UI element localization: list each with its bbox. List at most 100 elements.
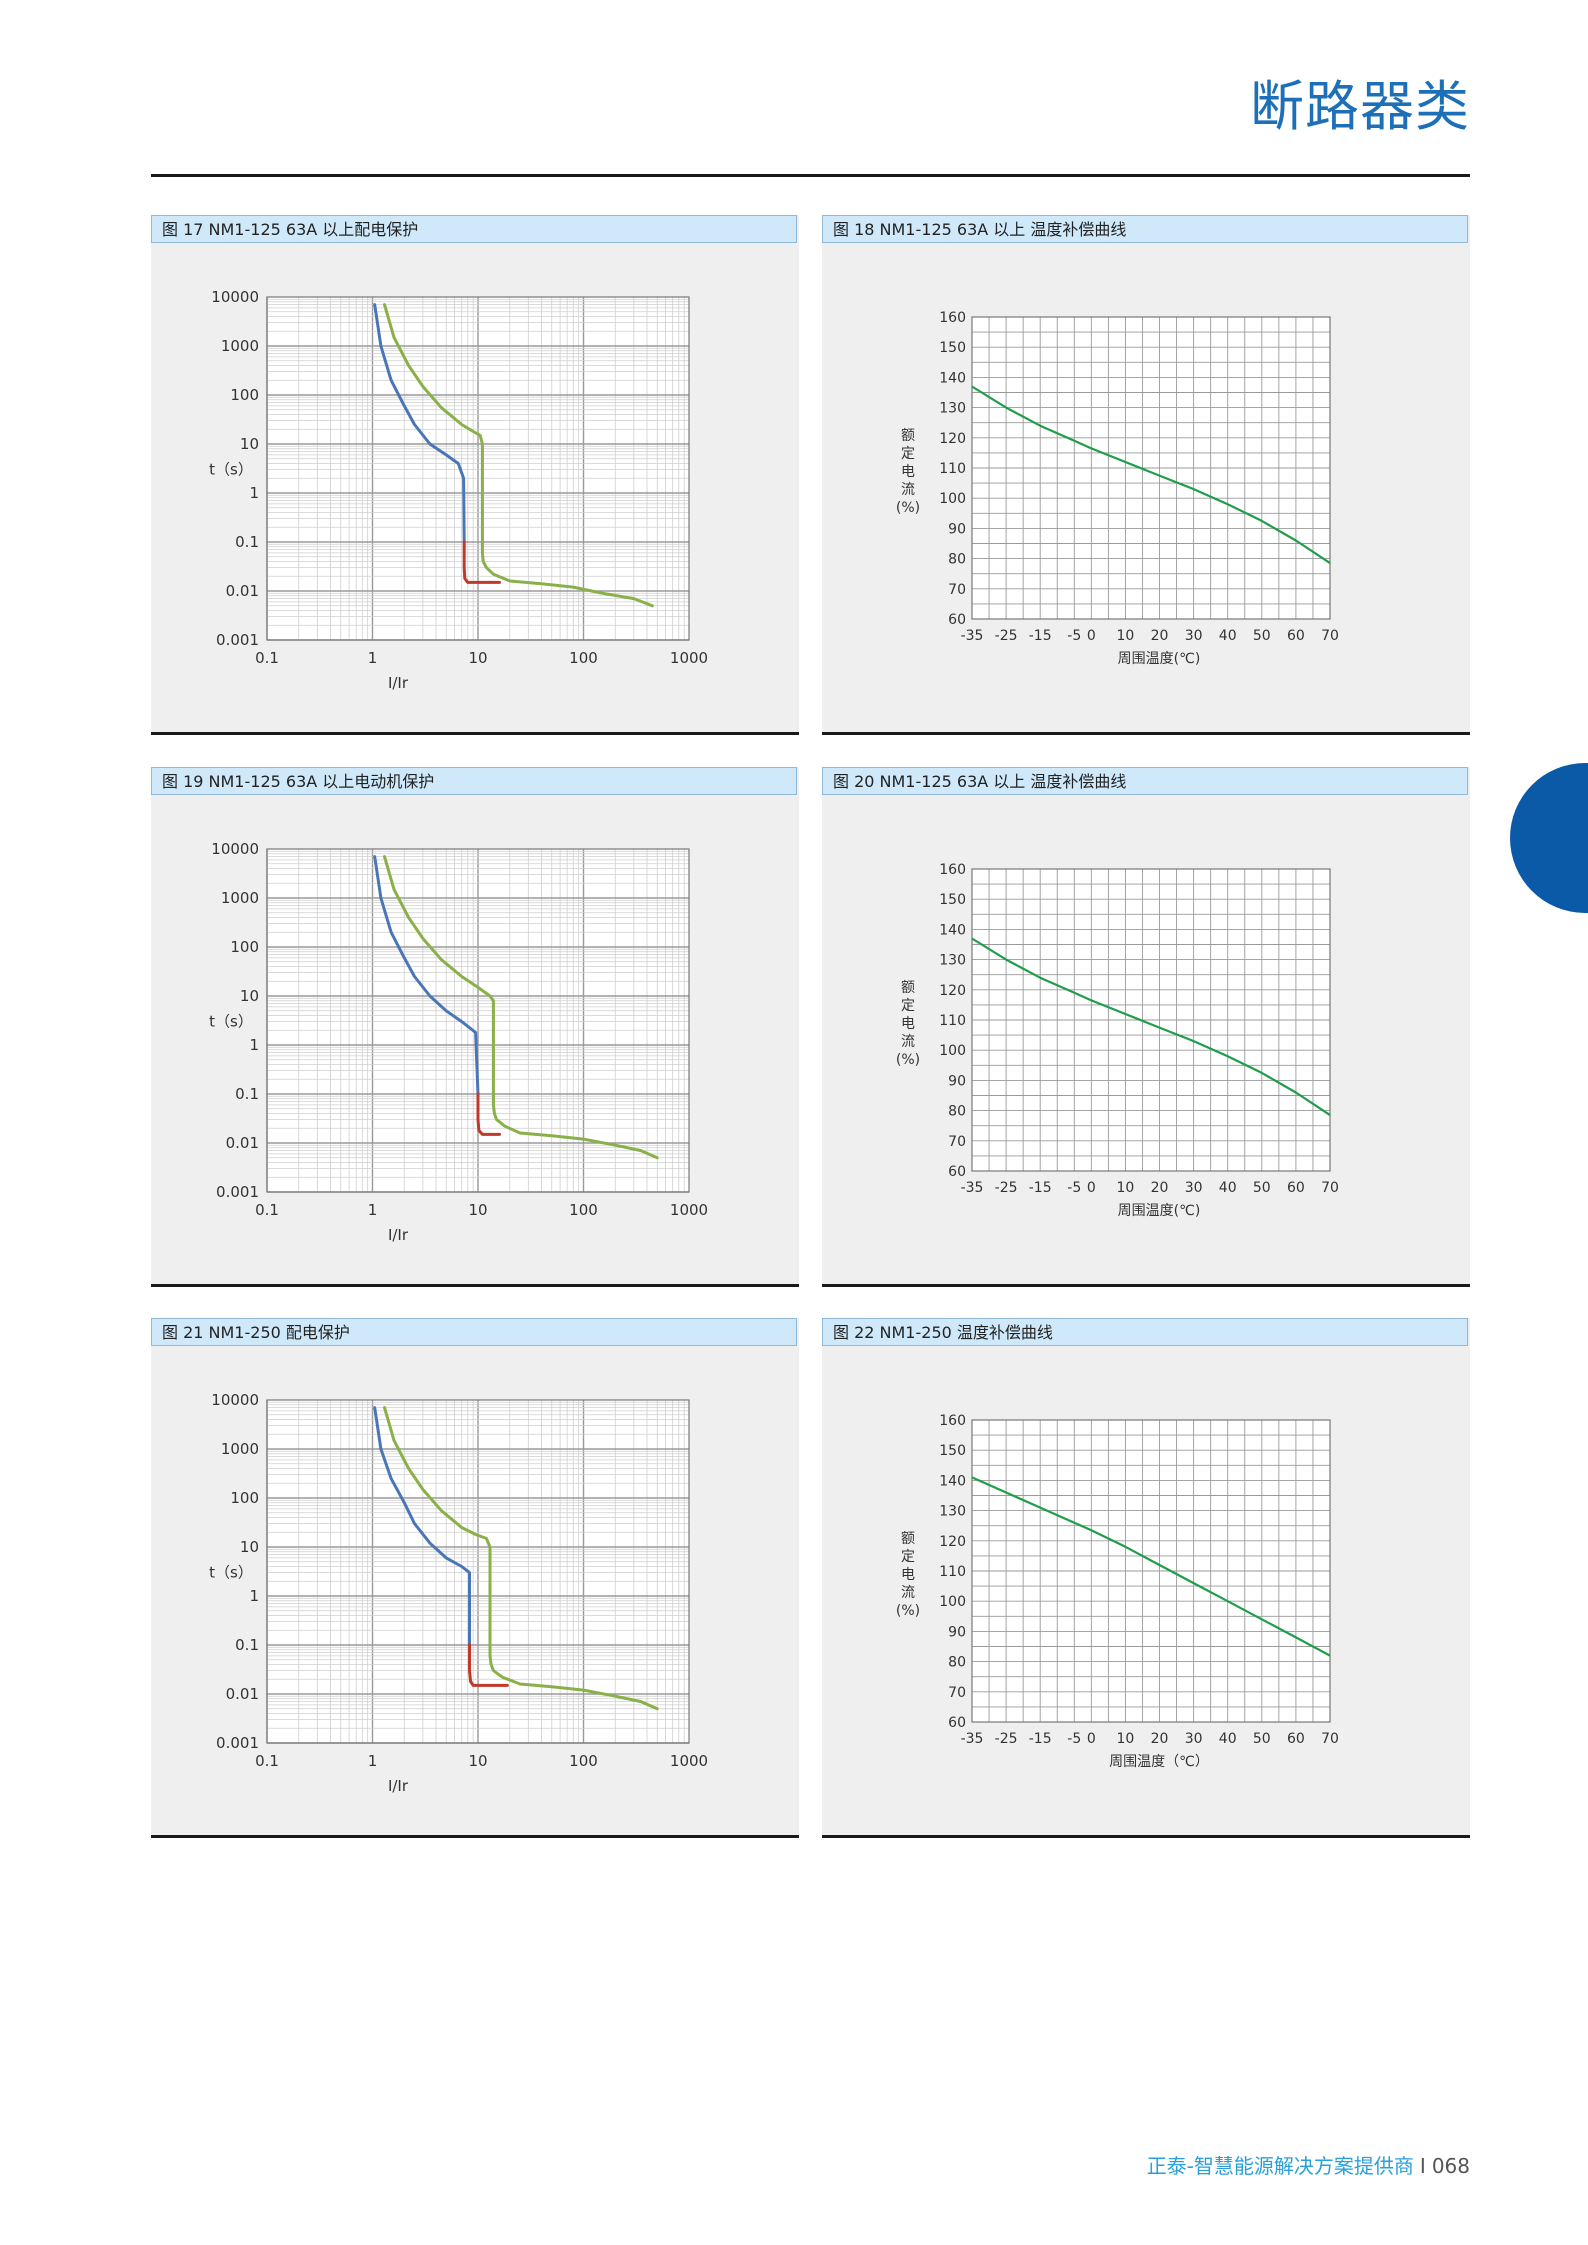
y-tick-label: 70 xyxy=(948,582,966,598)
x-tick-label: 40 xyxy=(1219,628,1237,644)
y-tick-label: 100 xyxy=(939,1594,966,1610)
curve-0 xyxy=(971,1476,1331,1657)
x-tick-label: -35 xyxy=(961,628,984,644)
y-tick-label: 100 xyxy=(939,1043,966,1059)
x-tick-label: 20 xyxy=(1151,1731,1169,1747)
y-tick-label: 0.001 xyxy=(216,631,259,649)
x-tick-label: 10 xyxy=(1117,628,1135,644)
y-tick-label: 0.001 xyxy=(216,1183,259,1201)
y-tick-label: 80 xyxy=(948,1104,966,1120)
chart-caption: 图 17 NM1-125 63A 以上配电保护 xyxy=(151,215,797,243)
x-tick-label: 30 xyxy=(1185,628,1203,644)
x-tick-label: 70 xyxy=(1321,1731,1339,1747)
x-tick-label: 30 xyxy=(1185,1180,1203,1196)
curve-0 xyxy=(971,937,1331,1117)
y-tick-label: 80 xyxy=(948,1655,966,1671)
y-tick-label: 0.01 xyxy=(226,582,259,600)
chart-panel-17: 图 17 NM1-125 63A 以上配电保护 0.1 1 10 100 1000 0.0… xyxy=(151,215,799,735)
chart-panel-21: 图 21 NM1-250 配电保护 0.1 1 10 100 1000 0.001 0.01… xyxy=(151,1318,799,1838)
x-tick-label: 20 xyxy=(1151,628,1169,644)
y-tick-label: 90 xyxy=(948,1073,966,1089)
chart-panel-22: 图 22 NM1-250 温度补偿曲线 -35 -25 -15 -5 0 10 20 30 40… xyxy=(822,1318,1470,1838)
chart-panel-20: 图 20 NM1-125 63A 以上 温度补偿曲线 -35 -25 -15 -5 0 1… xyxy=(822,767,1470,1287)
footer-tagline: 正泰-智慧能源解决方案提供商 xyxy=(1146,2154,1414,2178)
x-tick-label: 60 xyxy=(1287,1731,1305,1747)
x-tick-label: -5 xyxy=(1067,1731,1081,1747)
y-tick-label: 60 xyxy=(948,1715,966,1731)
y-tick-label: 100 xyxy=(230,1489,259,1507)
y-tick-label: 160 xyxy=(939,310,966,326)
y-tick-label: 100 xyxy=(230,938,259,956)
y-tick-label: 10000 xyxy=(211,1391,259,1409)
curve-0 xyxy=(373,303,466,544)
curve-1 xyxy=(468,1643,509,1687)
y-tick-label: 60 xyxy=(948,1164,966,1180)
x-tick-label: 50 xyxy=(1253,628,1271,644)
x-tick-label: 60 xyxy=(1287,1180,1305,1196)
chart-svg: 0.1 1 10 100 1000 0.001 0.01 0.1 1 10 100 1000 10000… xyxy=(209,1391,708,1795)
x-tick-label: 40 xyxy=(1219,1731,1237,1747)
panel-bottom-rule xyxy=(822,1284,1470,1287)
x-tick-label: -15 xyxy=(1029,1731,1052,1747)
x-tick-label: 1 xyxy=(368,649,378,667)
chart-panel-19: 图 19 NM1-125 63A 以上电动机保护 0.1 1 10 100 1000 0.… xyxy=(151,767,799,1287)
x-tick-label: 0.1 xyxy=(255,1752,279,1770)
top-divider xyxy=(151,174,1470,177)
x-tick-label: -15 xyxy=(1029,628,1052,644)
y-tick-label: 10 xyxy=(240,435,259,453)
y-tick-label: 1 xyxy=(249,1587,259,1605)
x-axis-label: 周围温度(℃) xyxy=(1118,1203,1201,1219)
curve-1 xyxy=(462,540,501,584)
y-axis-label: t（s） xyxy=(209,1013,253,1031)
chart-caption: 图 19 NM1-125 63A 以上电动机保护 xyxy=(151,767,797,795)
x-tick-label: 100 xyxy=(569,1752,598,1770)
x-tick-label: 1 xyxy=(368,1752,378,1770)
y-tick-label: 140 xyxy=(939,922,966,938)
y-tick-label: 0.01 xyxy=(226,1685,259,1703)
x-tick-label: 10 xyxy=(1117,1180,1135,1196)
x-tick-label: 10 xyxy=(468,1201,487,1219)
x-tick-label: -5 xyxy=(1067,628,1081,644)
x-tick-label: 0 xyxy=(1087,1180,1096,1196)
y-tick-label: 0.1 xyxy=(235,533,259,551)
x-tick-label: -25 xyxy=(995,1731,1018,1747)
x-tick-label: 1000 xyxy=(670,1201,708,1219)
y-tick-label: 160 xyxy=(939,862,966,878)
y-axis-label: 额定电流(%) xyxy=(896,980,920,1068)
x-tick-label: 70 xyxy=(1321,1180,1339,1196)
x-tick-label: 1000 xyxy=(670,649,708,667)
y-tick-label: 140 xyxy=(939,370,966,386)
y-tick-label: 1000 xyxy=(221,337,259,355)
x-tick-label: -35 xyxy=(961,1180,984,1196)
x-tick-label: 50 xyxy=(1253,1180,1271,1196)
curve-2 xyxy=(383,855,659,1160)
y-tick-label: 10000 xyxy=(211,288,259,306)
y-axis-label: 额定电流(%) xyxy=(896,1531,920,1619)
y-tick-label: 1000 xyxy=(221,889,259,907)
y-tick-label: 0.01 xyxy=(226,1134,259,1152)
x-tick-label: -25 xyxy=(995,628,1018,644)
y-tick-label: 160 xyxy=(939,1413,966,1429)
x-tick-label: 1 xyxy=(368,1201,378,1219)
x-tick-label: 0 xyxy=(1087,1731,1096,1747)
chart-panel-18: 图 18 NM1-125 63A 以上 温度补偿曲线 -35 -25 -15 -5 0 1… xyxy=(822,215,1470,735)
footer: 正泰-智慧能源解决方案提供商 I 068 xyxy=(1147,2150,1470,2179)
y-tick-label: 1 xyxy=(249,1036,259,1054)
y-tick-label: 10 xyxy=(240,987,259,1005)
plot-border xyxy=(971,316,1331,620)
chart-caption: 图 18 NM1-125 63A 以上 温度补偿曲线 xyxy=(822,215,1468,243)
y-tick-label: 10 xyxy=(240,1538,259,1556)
page-number: 068 xyxy=(1431,2154,1470,2178)
x-tick-label: 0.1 xyxy=(255,649,279,667)
x-tick-label: 10 xyxy=(1117,1731,1135,1747)
x-tick-label: -35 xyxy=(961,1731,984,1747)
y-axis-label: t（s） xyxy=(209,1564,253,1582)
panel-bottom-rule xyxy=(151,732,799,735)
x-tick-label: -5 xyxy=(1067,1180,1081,1196)
x-tick-label: 20 xyxy=(1151,1180,1169,1196)
panel-bottom-rule xyxy=(151,1284,799,1287)
x-tick-label: 0.1 xyxy=(255,1201,279,1219)
y-tick-label: 70 xyxy=(948,1134,966,1150)
x-tick-label: -15 xyxy=(1029,1180,1052,1196)
plot-border xyxy=(971,1419,1331,1723)
